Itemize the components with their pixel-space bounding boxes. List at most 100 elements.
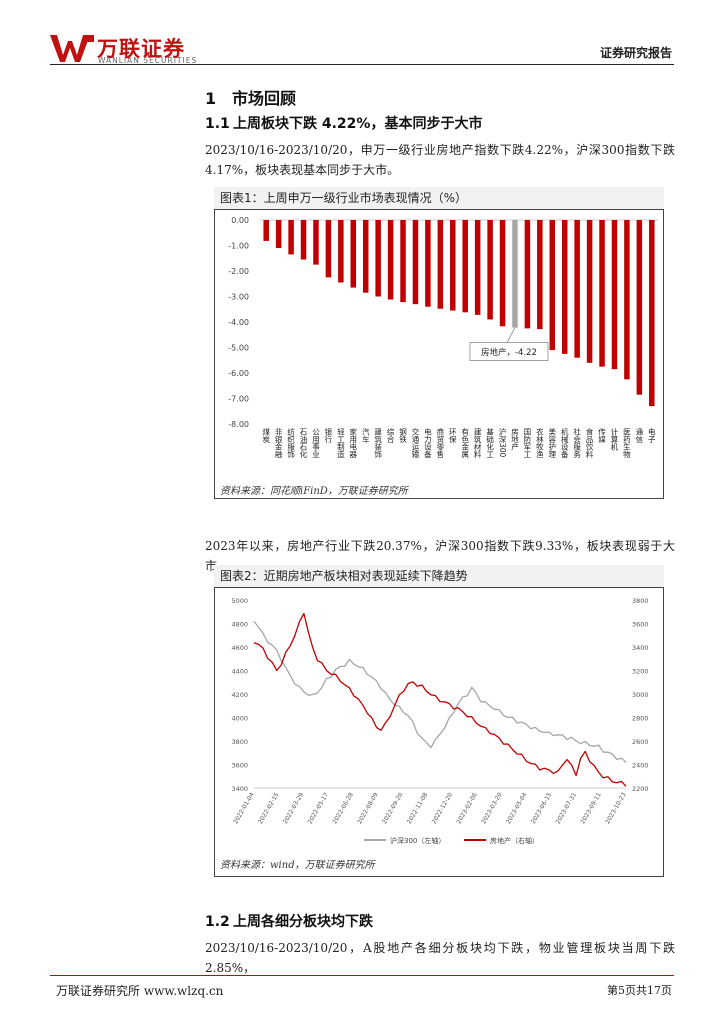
left-y-tick-label: 5000 [231,597,248,605]
x-tick-label: 2023-07-31 [555,791,579,825]
figure-1-title: 图表1：上周申万一级行业市场表现情况（%） [214,187,664,210]
right-y-tick-label: 2800 [632,715,649,723]
bar [499,220,506,327]
x-tick-label: 2023-02-06 [455,791,479,825]
x-tick-label: 石油石化 [299,428,308,460]
right-y-tick-label: 3200 [632,668,649,676]
x-tick-label: 银行 [324,428,333,445]
x-tick-label: 2023-06-15 [530,791,554,825]
bar [512,220,518,328]
y-tick-label: 0.00 [231,216,249,225]
y-tick-label: -7.00 [228,395,249,404]
wanlian-logo-icon [50,35,94,62]
section-title: 市场回顾 [232,89,297,108]
y-tick-label: -2.00 [228,267,249,276]
right-y-tick-label: 3000 [632,691,649,699]
bar [425,220,431,307]
left-y-tick-label: 4800 [231,621,248,629]
x-tick-label: 社会服务 [572,427,581,460]
bar [263,220,269,241]
y-tick-label: -6.00 [228,369,249,378]
x-tick-label: 房地产 [510,427,519,452]
callout-box [469,342,549,361]
x-tick-label: 商贸零售 [436,427,445,460]
bar [338,220,344,283]
x-tick-label: 2022-02-15 [257,791,281,825]
logo-name-en: WANLIAN SECURITIES [98,56,198,65]
bar [362,220,369,293]
x-tick-label: 沪深300 [498,427,507,458]
figure-2-source: 资料来源：wind，万联证券研究所 [220,860,375,871]
x-tick-label: 轻工制造 [336,427,345,460]
left-y-tick-label: 4400 [231,668,248,676]
x-tick-label: 电力设备 [423,427,432,460]
x-tick-label: 煤炭 [261,427,270,445]
left-y-tick-label: 3600 [231,762,248,770]
x-tick-label: 汽车 [361,427,370,445]
x-tick-label: 美容护理 [548,427,557,459]
right-y-tick-label: 2400 [632,762,649,770]
bar [275,220,282,249]
bar [561,220,568,354]
right-y-tick-label: 2600 [632,738,649,746]
y-tick-label: -5.00 [228,344,249,353]
x-tick-label: 传媒 [597,427,606,445]
x-tick-label: 2022-03-29 [282,791,306,825]
bar [624,220,630,380]
y-tick-label: -8.00 [228,420,249,429]
left-y-tick-label: 3800 [231,738,248,746]
figure-2-line-chart: 5000 4800 4600 4400 4200 4000 3800 3600 3400 3800… [231,597,649,845]
logo-name-cn: 万联证券 [97,37,185,61]
paragraph-3: 2023/10/16-2023/10/20，A股地产各细分板块均下跌，物业管理板… [205,941,675,975]
bar [611,220,618,370]
section-title: 上周板块下跌 4.22%，基本同步于大市 [233,116,483,132]
bar [586,220,593,363]
section-number: 1 [205,89,217,108]
x-tick-label: 2022-01-04 [232,791,256,825]
bar [599,220,605,367]
x-tick-label: 2022-09-20 [381,791,405,825]
bar [636,220,643,395]
section-number: 1.2 [205,914,230,930]
y-tick-label: -3.00 [228,293,249,302]
section-number: 1.1 [205,116,230,132]
x-tick-label: 2022-12-20 [431,791,455,825]
bar [437,220,444,309]
x-tick-label: 有色金属 [460,427,469,460]
x-tick-label: 基础化工 [485,427,494,459]
x-tick-label: 2022-11-08 [406,791,430,825]
legend-label: 房地产（右轴） [490,836,539,845]
section-1-2-heading: 1.2 上周各细分板块均下跌 [205,911,373,931]
bar [649,220,655,407]
paragraph-1: 2023/10/16-2023/10/20，申万一级行业房地产指数下跌4.22%… [205,143,675,177]
y-tick-label: -4.00 [228,318,249,327]
figure-1-bar-chart: 0.00 -1.00 -2.00 -3.00 -4.00 -5.00 -6.00 -7.00 -… [228,216,658,460]
right-y-tick-label: 2200 [632,785,649,793]
x-tick-label: 环保 [448,428,457,445]
x-tick-label: 2023-10-23 [604,791,628,825]
left-y-tick-label: 4200 [231,691,248,699]
bar [325,220,332,278]
x-tick-label: 交通运输 [411,427,420,460]
bar [288,220,294,255]
y-tick-label: -1.00 [228,242,249,251]
bar [474,220,481,315]
x-tick-label: 家用电器 [349,427,358,460]
bar [524,220,531,329]
x-tick-label: 国防军工 [523,428,532,459]
x-tick-label: 电子 [647,427,656,444]
x-tick-label: 计算机 [610,427,619,452]
left-y-tick-label: 4000 [231,715,248,723]
bar [487,220,493,320]
x-tick-label: 2023-03-20 [480,791,504,825]
right-y-tick-label: 3400 [632,644,649,652]
bar [574,220,580,358]
bar [450,220,456,311]
x-tick-label: 农林牧渔 [535,427,544,459]
figure-1-source: 资料来源：同花顺iFinD，万联证券研究所 [220,486,408,497]
x-tick-label: 纺织服饰 [286,427,295,460]
bar [412,220,419,305]
left-y-tick-label: 3400 [231,785,248,793]
left-y-tick-label: 4600 [231,644,248,652]
callout-leader [506,327,516,343]
